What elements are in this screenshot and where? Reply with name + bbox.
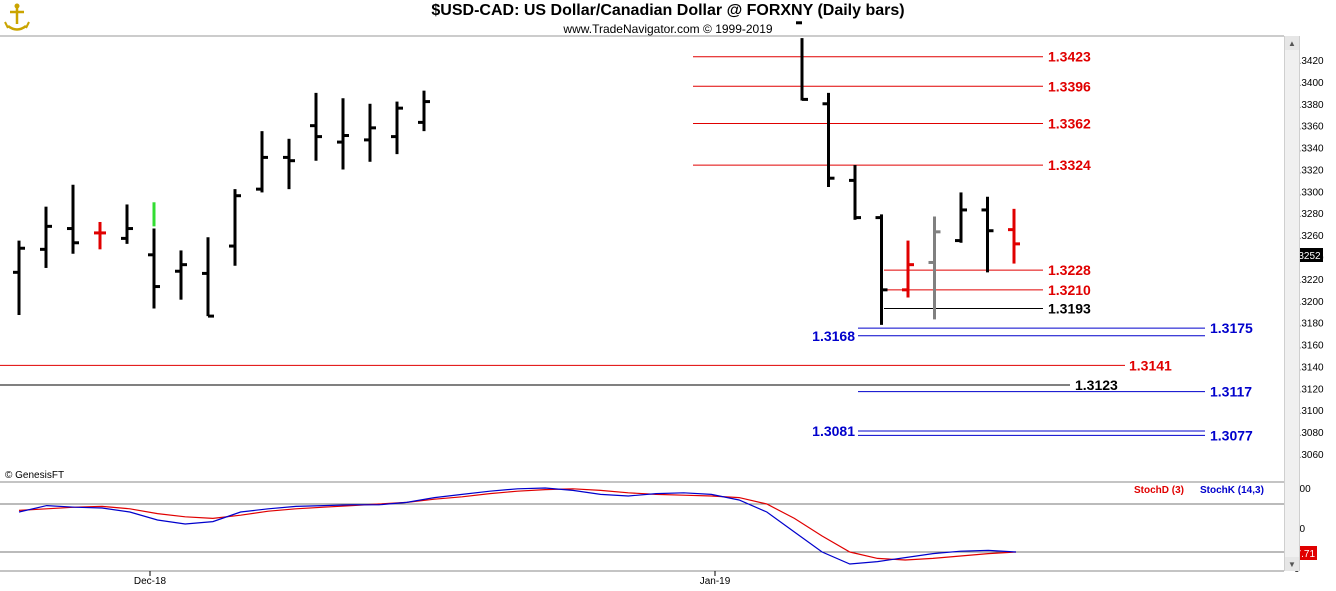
red-level-label: 1.3324: [1048, 157, 1091, 173]
ohlc-bar: [256, 131, 268, 193]
black-level-label: 1.3123: [1075, 377, 1118, 393]
ohlc-bars: [13, 21, 1020, 325]
y-tick-label: 1.3180: [1293, 319, 1324, 330]
red-level-label: 1.3210: [1048, 282, 1091, 298]
red-level-label: 1.3141: [1129, 357, 1172, 373]
blue-level-label: 1.3168: [812, 328, 855, 344]
stochd-legend: StochD (3): [1134, 485, 1184, 496]
ohlc-bar: [364, 103, 376, 162]
chart-frame: [0, 35, 1284, 572]
y-tick-label: 1.3200: [1293, 297, 1324, 308]
blue-level-label: 1.3117: [1210, 384, 1252, 400]
stochk-legend: StochK (14,3): [1200, 485, 1264, 496]
x-tick-label: Dec-18: [134, 576, 167, 587]
stoch-tick-label: 100: [1294, 484, 1311, 495]
ohlc-bar: [283, 138, 295, 190]
black-level-label: 1.3193: [1048, 300, 1091, 316]
y-tick-label: 1.3360: [1293, 122, 1324, 133]
ohlc-bar: [822, 92, 835, 187]
y-tick-label: 1.3380: [1293, 100, 1324, 111]
ohlc-bar: [229, 189, 241, 266]
red-level-label: 1.3423: [1048, 49, 1091, 65]
y-tick-label: 1.3100: [1293, 406, 1324, 417]
last-price-label: 1.3252: [1290, 251, 1321, 262]
trade-navigator-logo-icon: [2, 2, 32, 34]
ohlc-bar: [310, 92, 322, 161]
ohlc-bar: [796, 21, 808, 101]
credit-label: © GenesisFT: [5, 470, 64, 481]
ohlc-bar: [955, 192, 967, 243]
y-tick-label: 1.3400: [1293, 78, 1324, 89]
chart-title: $USD-CAD: US Dollar/Canadian Dollar @ FO…: [431, 2, 905, 19]
x-tick-label: Jan-19: [700, 576, 731, 587]
ohlc-bar: [175, 250, 187, 300]
y-tick-label: 1.3080: [1293, 428, 1324, 439]
y-tick-label: 1.3120: [1293, 384, 1324, 395]
ohlc-bar: [981, 196, 994, 273]
ohlc-bar: [418, 90, 430, 132]
red-level-label: 1.3228: [1048, 262, 1091, 278]
y-tick-label: 1.3140: [1293, 362, 1324, 373]
ohlc-bar: [337, 98, 349, 170]
stochd-line: [18, 488, 1017, 561]
stoch-value-label: 17.71: [1290, 549, 1315, 560]
ohlc-bar: [121, 204, 133, 244]
ohlc-bar: [875, 214, 888, 325]
ohlc-bar: [902, 240, 914, 298]
red-level-label: 1.3362: [1048, 115, 1091, 131]
ohlc-bar: [1008, 208, 1020, 264]
ohlc-bar: [94, 221, 106, 250]
stochk-line: [18, 487, 1017, 565]
y-tick-label: 1.3280: [1293, 209, 1324, 220]
y-tick-label: 1.3300: [1293, 187, 1324, 198]
y-tick-label: 1.3420: [1293, 56, 1324, 67]
ohlc-bar: [148, 228, 160, 309]
date-axis: Dec-18 Jan-19: [134, 571, 731, 587]
y-tick-label: 1.3160: [1293, 341, 1324, 352]
level-lines: 1.3423 1.3396 1.3362 1.3324 1.3228 1.3210 1.31…: [0, 49, 1253, 443]
blue-level-label: 1.3077: [1210, 427, 1253, 443]
ohlc-bar: [13, 240, 25, 316]
vertical-scrollbar[interactable]: ▲ ▼: [1284, 36, 1300, 571]
scroll-down-icon[interactable]: ▼: [1285, 557, 1299, 571]
y-tick-label: 1.3320: [1293, 165, 1324, 176]
chart-header: $USD-CAD: US Dollar/Canadian Dollar @ FO…: [0, 0, 1336, 36]
ohlc-bar: [928, 216, 941, 320]
y-tick-label: 1.3220: [1293, 275, 1324, 286]
ohlc-bar: [67, 184, 79, 254]
y-tick-label: 1.3260: [1293, 231, 1324, 242]
y-tick-label: 1.3060: [1293, 450, 1324, 461]
y-tick-label: 1.3340: [1293, 144, 1324, 155]
scroll-up-icon[interactable]: ▲: [1285, 36, 1299, 50]
ohlc-bar: [202, 237, 214, 318]
ohlc-bar: [40, 206, 52, 268]
ohlc-bar: [391, 101, 403, 155]
chart-subtitle: www.TradeNavigator.com © 1999-2019: [563, 22, 773, 36]
ohlc-bar: [849, 165, 861, 220]
stochastic-panel: 100500: [0, 484, 1311, 575]
red-level-label: 1.3396: [1048, 78, 1091, 94]
blue-level-label: 1.3175: [1210, 320, 1253, 336]
blue-level-label: 1.3081: [812, 423, 855, 439]
